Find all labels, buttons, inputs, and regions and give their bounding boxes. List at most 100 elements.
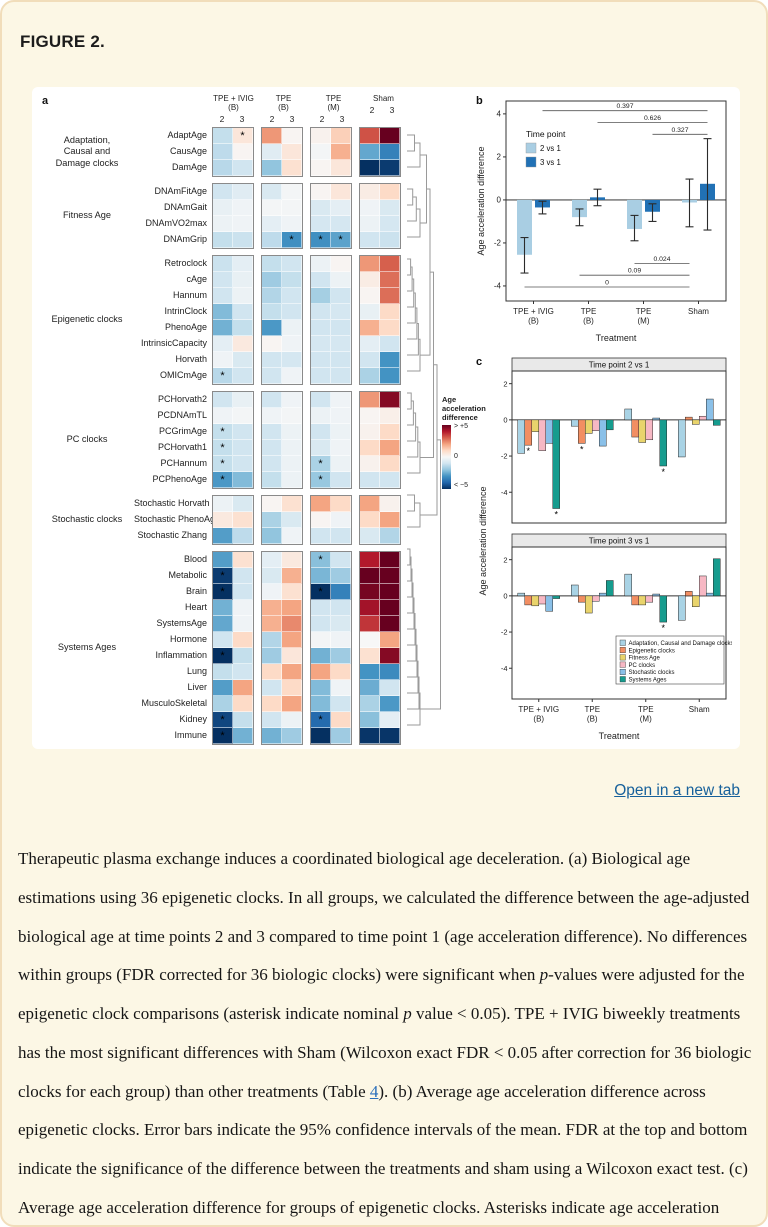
svg-text:TPE: TPE [584,705,600,714]
heatmap-treatment-block [310,495,352,545]
heatmap-treatment-block: * * [310,391,352,489]
clock-group-label: Systems Ages [57,642,117,653]
heatmap-cell: * [233,128,253,144]
heatmap-row-group: PC clocks PCHorvath2 PCDNAmTL PCGrimAge PCHo… [40,391,474,489]
heatmap-cell [262,216,282,232]
heatmap-cell [213,304,233,320]
heatmap-row-labels: Retroclock cAge Hannum IntrinClock PhenoAge I… [134,255,212,385]
heatmap-cell [282,216,302,232]
svg-text:(M): (M) [640,715,652,724]
heatmap-cell [380,632,400,648]
heatmap-cell [262,528,282,544]
heatmap-cell: * [311,584,331,600]
heatmap-cell [282,648,302,664]
heatmap-cell [380,288,400,304]
heatmap-row-group: Stochastic clocks Stochastic Horvath Stoch… [40,495,474,545]
clock-row-label: Metabolic [168,570,207,580]
heatmap-cell [282,728,302,744]
svg-text:2: 2 [503,379,507,388]
heatmap-treatment-block: * * [310,183,352,249]
clock-row-label: Liver [187,682,207,692]
clock-row-label: PCHorvath1 [157,442,207,452]
heatmap-cell [360,256,380,272]
heatmap-cell [233,336,253,352]
heatmap-cell [311,216,331,232]
heatmap-cell [213,256,233,272]
clock-row-label: SystemsAge [156,618,207,628]
clock-group-label: Stochastic clocks [51,514,123,525]
heatmap-cell [282,272,302,288]
caption-text-segment: -values were adjusted for the epigenetic… [18,965,745,1023]
clock-row-label: cAge [186,274,207,284]
heatmap-body: Adaptation, Causal and Damage clocks Adap… [40,127,474,745]
heatmap-cell [282,408,302,424]
table-4-link[interactable]: 4 [369,1081,379,1101]
heatmap-cell [233,144,253,160]
heatmap-cell [213,632,233,648]
heatmap-cell [213,512,233,528]
svg-text:Stochastic clocks: Stochastic clocks [629,670,675,676]
heatmap-cell [360,304,380,320]
heatmap-cell [262,632,282,648]
heatmap-cell [282,584,302,600]
heatmap-cell [311,352,331,368]
heatmap-cell [360,232,380,248]
heatmap-cell [360,680,380,696]
heatmap-cell [331,584,351,600]
heatmap-cell [311,272,331,288]
heatmap-cell [311,696,331,712]
figure-caption: Therapeutic plasma exchange induces a co… [18,840,756,1225]
open-in-new-tab-link[interactable]: Open in a new tab [614,782,740,799]
heatmap-cell [360,200,380,216]
heatmap-cell [331,392,351,408]
heatmap-cell [380,472,400,488]
heatmap-cell [360,552,380,568]
heatmap-treatment-block [310,255,352,385]
heatmap-cell [311,304,331,320]
heatmap-cell [360,160,380,176]
svg-text:-2: -2 [501,628,508,637]
heatmap-cell [262,680,282,696]
heatmap-cell [233,616,253,632]
heatmap-treatment-block [212,183,254,249]
heatmap-treatment-block [261,255,303,385]
svg-text:Fitness Age: Fitness Age [629,656,661,662]
heatmap-column-group-header: TPE (M) 2 3 [312,94,355,124]
svg-text:(B): (B) [583,317,594,326]
heatmap-row-labels: PCHorvath2 PCDNAmTL PCGrimAge PCHorvath1 PCH… [134,391,212,489]
heatmap-cell [213,200,233,216]
heatmap-row-group: Adaptation, Causal and Damage clocks Adap… [40,127,474,177]
heatmap-cell [311,288,331,304]
heatmap-treatment-block [261,495,303,545]
figure-image: a TPE + IVIG (B) 2 3 TPE (B) 2 3 TPE (M) 2 3 Sham 2… [32,87,740,749]
heatmap-column-headers: TPE + IVIG (B) 2 3 TPE (B) 2 3 TPE (M) 2 3 Sham 2 3 [40,94,474,127]
heatmap-cell [233,600,253,616]
heatmap-cell [331,288,351,304]
heatmap-cell [262,320,282,336]
heatmap-cell [360,496,380,512]
heatmap-cell [262,424,282,440]
svg-text:-2: -2 [501,452,508,461]
svg-text:(B): (B) [533,715,544,724]
heatmap-row-labels: DNAmFitAge DNAmGait DNAmVO2max DNAmGrip [134,183,212,249]
heatmap-cell [311,336,331,352]
heatmap-cell [282,256,302,272]
heatmap-cell [262,336,282,352]
heatmap-cell [380,336,400,352]
heatmap-cell [360,408,380,424]
clock-row-label: IntrinsicCapacity [140,338,207,348]
heatmap-cell [360,424,380,440]
heatmap-cell: * [213,456,233,472]
heatmap-column-group-header: TPE + IVIG (B) 2 3 [213,94,254,124]
heatmap-cell: * [282,232,302,248]
heatmap-cell [331,680,351,696]
clock-row-label: Inflammation [155,650,207,660]
clock-row-label: DNAmGrip [163,234,207,244]
heatmap-cell: * [311,552,331,568]
panel-b-letter: b [476,95,483,107]
svg-text:*: * [580,444,584,454]
heatmap-treatment-block [359,495,401,545]
heatmap-cell [380,512,400,528]
heatmap-cell [380,696,400,712]
heatmap-cell [233,256,253,272]
